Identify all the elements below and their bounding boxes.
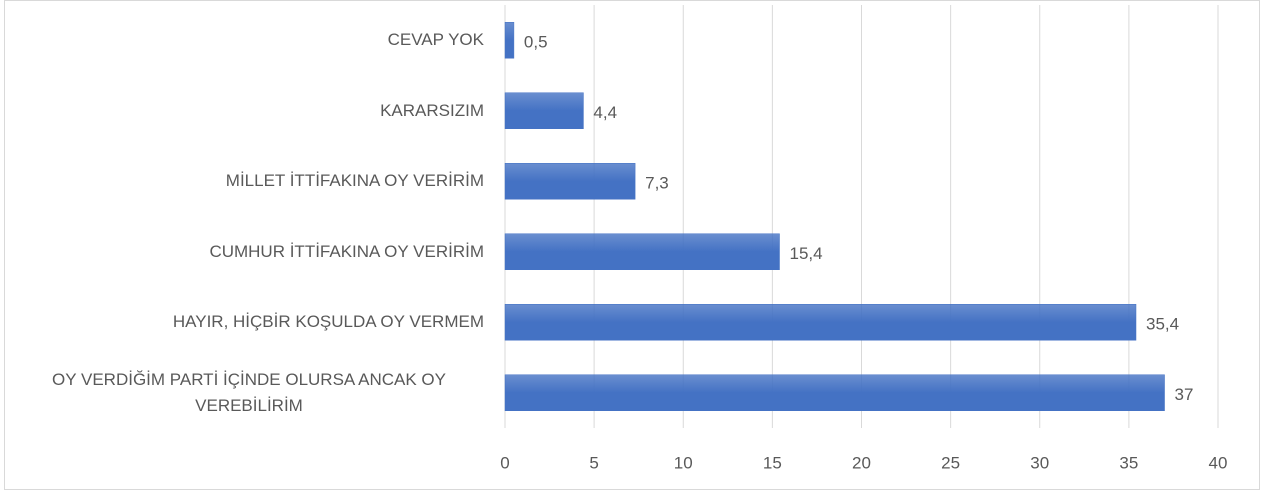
y-tick-label: OY VERDİĞİM PARTİ İÇİNDE OLURSA ANCAK OY… [52, 369, 446, 415]
bar [504, 233, 780, 270]
x-tick-label: 40 [1209, 453, 1228, 472]
bar [504, 304, 1137, 341]
chart-border [4, 0, 1260, 490]
y-tick-label-box: KARARSIZIM [4, 98, 484, 124]
y-tick-label-box: HAYIR, HİÇBİR KOŞULDA OY VERMEM [4, 309, 484, 335]
value-label: 4,4 [593, 103, 617, 122]
y-tick-label: CUMHUR İTTİFAKINA OY VERİRİM [209, 241, 484, 261]
y-tick-label-box: MİLLET İTTİFAKINA OY VERİRİM [4, 168, 484, 194]
x-tick-label: 20 [852, 453, 871, 472]
x-tick-label: 15 [763, 453, 782, 472]
y-tick-label-box: CEVAP YOK [4, 27, 484, 53]
y-tick-label: HAYIR, HİÇBİR KOŞULDA OY VERMEM [172, 312, 484, 332]
x-tick-label: 30 [1030, 453, 1049, 472]
y-tick-label: KARARSIZIM [380, 100, 484, 120]
value-label: 7,3 [645, 174, 669, 193]
bar [504, 163, 636, 200]
bar [504, 92, 584, 129]
bar [504, 22, 515, 59]
x-tick-label: 35 [1119, 453, 1138, 472]
y-tick-label-box: CUMHUR İTTİFAKINA OY VERİRİM [4, 239, 484, 265]
x-tick-label: 25 [941, 453, 960, 472]
value-label: 35,4 [1146, 315, 1179, 334]
value-label: 0,5 [524, 33, 548, 52]
y-tick-label: MİLLET İTTİFAKINA OY VERİRİM [225, 171, 484, 191]
x-tick-label: 0 [500, 453, 509, 472]
value-label: 37 [1175, 385, 1194, 404]
value-label: 15,4 [790, 244, 823, 263]
y-tick-label-box: OY VERDİĞİM PARTİ İÇİNDE OLURSA ANCAK OY… [4, 367, 484, 419]
x-tick-label: 5 [589, 453, 598, 472]
bar [504, 374, 1165, 411]
y-tick-label: CEVAP YOK [387, 30, 484, 50]
x-tick-label: 10 [674, 453, 693, 472]
